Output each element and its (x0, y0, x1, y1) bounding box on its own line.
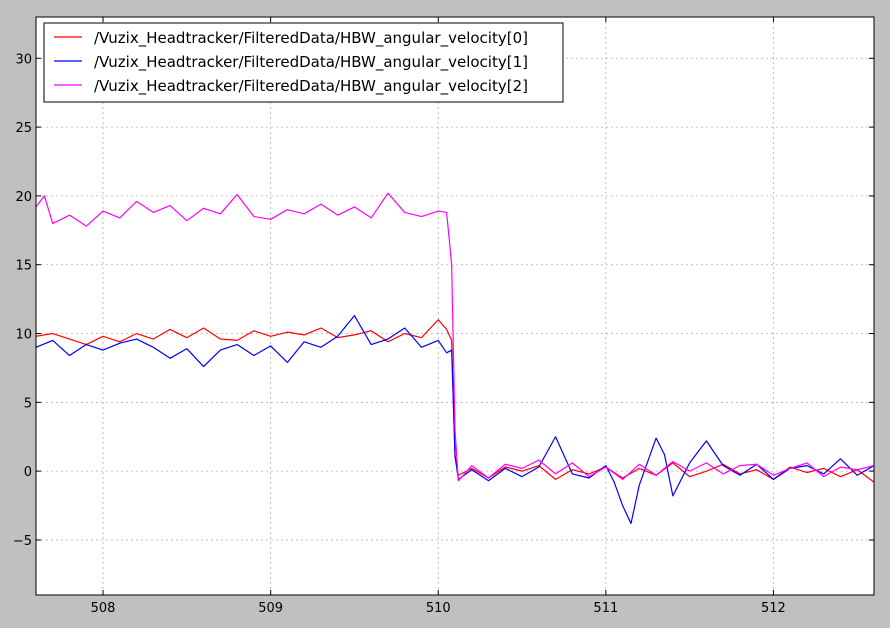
plot-area-frame (35, 16, 875, 596)
x-tick-label-1: 509 (258, 601, 283, 616)
legend-box (43, 22, 564, 103)
grid-lines (36, 17, 874, 595)
plot-area-background (36, 17, 874, 595)
legend-label-series-1: /Vuzix_Headtracker/FilteredData/HBW_angu… (94, 53, 528, 72)
x-tick-label-0: 508 (91, 601, 116, 616)
y-tick-label-4: 15 (15, 259, 32, 274)
y-tick-label-1: 0 (24, 465, 32, 480)
series-lines (36, 192, 874, 525)
x-tick-label-4: 512 (761, 601, 786, 616)
y-tick-label-2: 5 (24, 396, 32, 411)
y-tick-label-6: 25 (15, 121, 32, 136)
legend-label-series-2: /Vuzix_Headtracker/FilteredData/HBW_angu… (94, 77, 528, 96)
y-tick-label-3: 10 (15, 328, 32, 343)
y-tick-label-0: −5 (13, 534, 32, 549)
x-tick-label-2: 510 (426, 601, 451, 616)
x-tick-label-3: 511 (593, 601, 618, 616)
y-tick-label-7: 30 (15, 52, 32, 67)
series-line-2 (36, 192, 874, 482)
legend-label-series-0: /Vuzix_Headtracker/FilteredData/HBW_angu… (94, 29, 528, 48)
y-tick-label-5: 20 (15, 190, 32, 205)
legend: /Vuzix_Headtracker/FilteredData/HBW_angu… (43, 22, 564, 103)
